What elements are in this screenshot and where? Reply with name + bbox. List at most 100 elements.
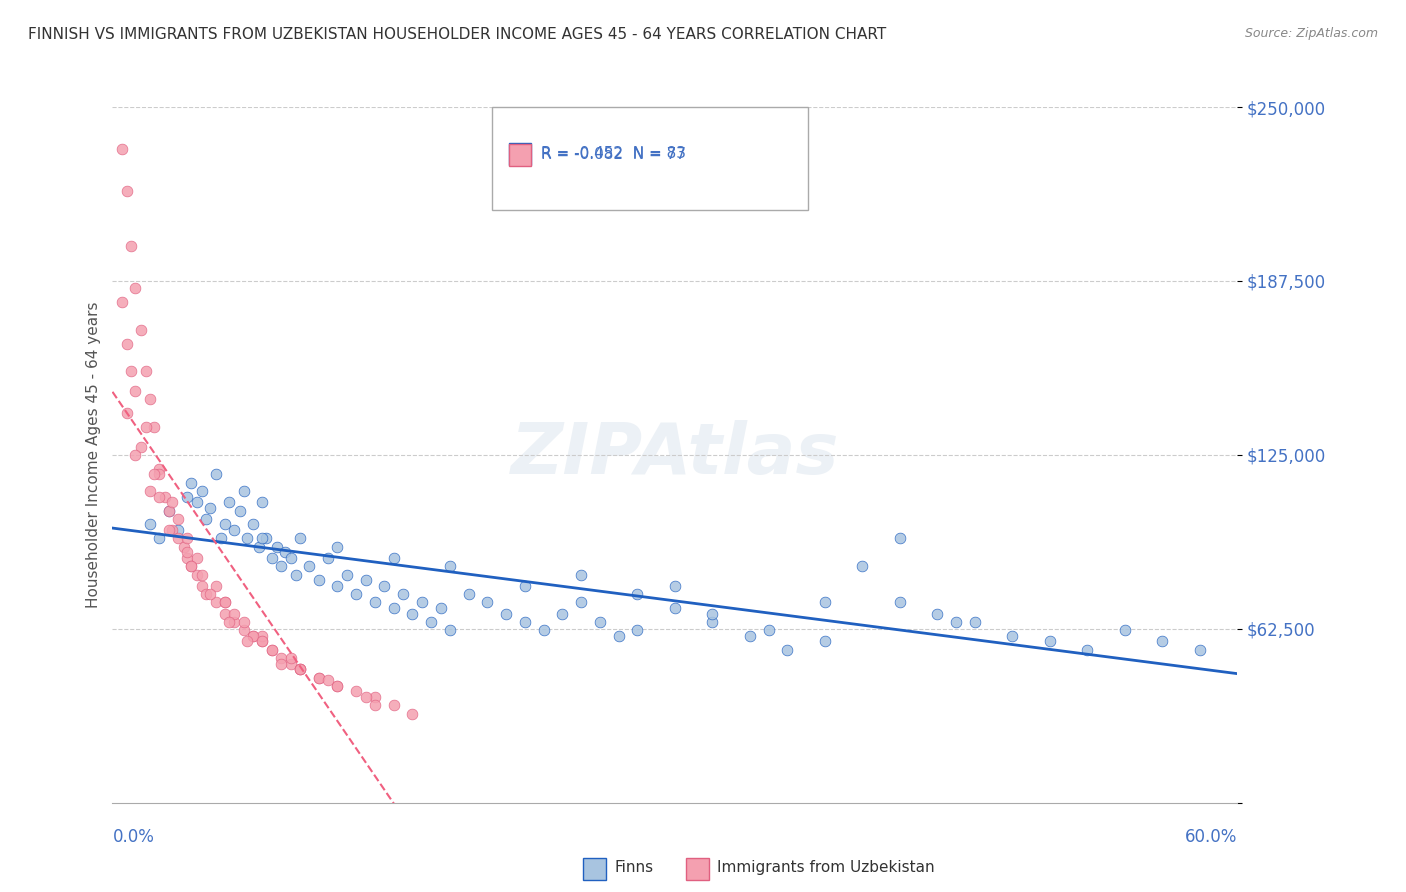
- Point: [344, 684, 367, 698]
- Text: Source: ZipAtlas.com: Source: ZipAtlas.com: [1244, 27, 1378, 40]
- Point: [298, 559, 321, 574]
- Point: [186, 495, 208, 509]
- Point: [173, 540, 195, 554]
- Text: 60.0%: 60.0%: [1185, 828, 1237, 846]
- Point: [117, 184, 139, 198]
- Point: [124, 448, 146, 462]
- Point: [167, 512, 190, 526]
- Point: [382, 550, 405, 565]
- Point: [129, 323, 152, 337]
- Point: [139, 484, 162, 499]
- Point: [124, 384, 146, 398]
- Y-axis label: Householder Income Ages 45 - 64 years: Householder Income Ages 45 - 64 years: [86, 301, 101, 608]
- Point: [326, 540, 349, 554]
- Point: [148, 490, 170, 504]
- Point: [401, 607, 423, 621]
- Point: [270, 559, 292, 574]
- Point: [270, 651, 292, 665]
- Point: [364, 595, 387, 609]
- Point: [889, 532, 911, 546]
- Point: [513, 579, 536, 593]
- Point: [1114, 624, 1136, 638]
- Text: FINNISH VS IMMIGRANTS FROM UZBEKISTAN HOUSEHOLDER INCOME AGES 45 - 64 YEARS CORR: FINNISH VS IMMIGRANTS FROM UZBEKISTAN HO…: [28, 27, 886, 42]
- Point: [139, 392, 162, 407]
- Point: [191, 567, 214, 582]
- Point: [758, 624, 780, 638]
- Point: [148, 532, 170, 546]
- Point: [280, 657, 302, 671]
- Point: [167, 532, 190, 546]
- Point: [814, 595, 837, 609]
- Point: [176, 490, 198, 504]
- Text: ZIPAtlas: ZIPAtlas: [510, 420, 839, 490]
- Point: [180, 559, 202, 574]
- Point: [232, 615, 254, 629]
- Point: [236, 634, 259, 648]
- Point: [963, 615, 986, 629]
- Point: [569, 595, 592, 609]
- Point: [589, 615, 612, 629]
- Point: [344, 587, 367, 601]
- Point: [204, 467, 226, 482]
- Text: Immigrants from Uzbekistan: Immigrants from Uzbekistan: [717, 860, 935, 874]
- Point: [135, 420, 157, 434]
- Point: [232, 624, 254, 638]
- Point: [232, 484, 254, 499]
- Point: [180, 559, 202, 574]
- Point: [266, 540, 288, 554]
- Point: [214, 607, 236, 621]
- Point: [285, 567, 308, 582]
- Point: [260, 642, 283, 657]
- Point: [153, 490, 176, 504]
- Point: [252, 532, 274, 546]
- Point: [1001, 629, 1024, 643]
- Point: [148, 462, 170, 476]
- Point: [157, 503, 180, 517]
- Point: [626, 624, 648, 638]
- Point: [195, 512, 218, 526]
- Point: [135, 364, 157, 378]
- Point: [664, 601, 686, 615]
- Point: [204, 579, 226, 593]
- Point: [204, 595, 226, 609]
- Point: [439, 559, 461, 574]
- Point: [162, 523, 184, 537]
- Point: [180, 475, 202, 490]
- Point: [326, 679, 349, 693]
- Point: [270, 657, 292, 671]
- Point: [280, 651, 302, 665]
- Point: [851, 559, 873, 574]
- Point: [274, 545, 297, 559]
- Point: [236, 532, 259, 546]
- Point: [176, 545, 198, 559]
- Point: [457, 587, 479, 601]
- Point: [111, 294, 134, 309]
- Point: [148, 467, 170, 482]
- Point: [224, 523, 246, 537]
- Point: [1152, 634, 1174, 648]
- Point: [814, 634, 837, 648]
- Point: [392, 587, 415, 601]
- Point: [224, 615, 246, 629]
- Point: [664, 579, 686, 593]
- Point: [945, 615, 967, 629]
- Point: [191, 484, 214, 499]
- Point: [198, 500, 221, 515]
- Point: [382, 601, 405, 615]
- Point: [176, 550, 198, 565]
- Point: [260, 642, 283, 657]
- Point: [218, 495, 240, 509]
- Point: [142, 467, 165, 482]
- Point: [252, 634, 274, 648]
- Point: [354, 573, 377, 587]
- Text: 0.0%: 0.0%: [112, 828, 155, 846]
- Point: [288, 662, 311, 676]
- Point: [1188, 642, 1211, 657]
- Point: [411, 595, 433, 609]
- Point: [120, 364, 142, 378]
- Point: [316, 673, 339, 688]
- Point: [186, 567, 208, 582]
- Point: [364, 690, 387, 704]
- Point: [247, 540, 270, 554]
- Point: [927, 607, 949, 621]
